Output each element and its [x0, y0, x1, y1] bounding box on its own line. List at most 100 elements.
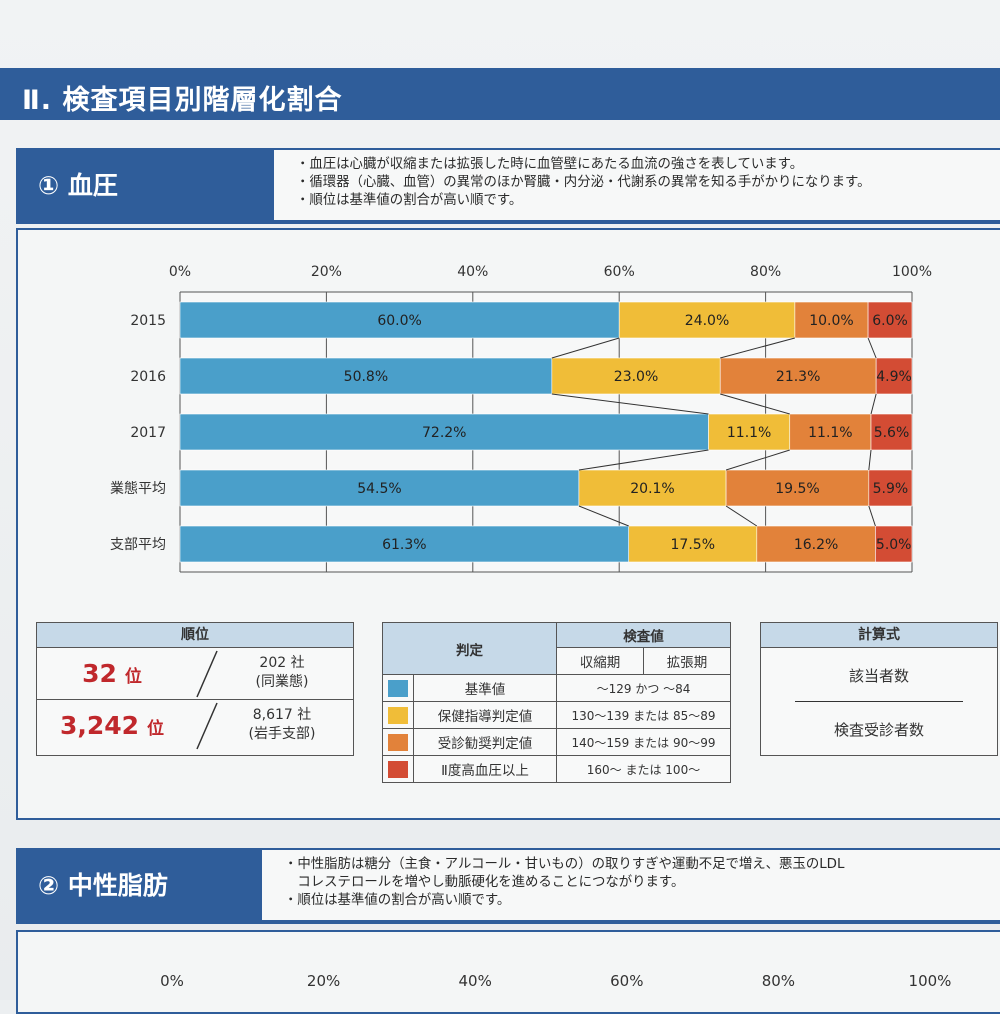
tg-note-1: ・中性脂肪は糖分（主食・アルコール・甘いもの）の取りすぎや運動不足で増え、悪玉の…	[284, 857, 845, 872]
x-tick-label: 60%	[604, 264, 635, 280]
y-category-label: 業態平均	[110, 481, 166, 497]
judge-label: 基準値	[413, 674, 557, 702]
section-title: Ⅱ. 検査項目別階層化割合	[22, 85, 343, 116]
formula-denominator: 検査受診者数	[833, 721, 924, 739]
connector-line	[868, 505, 876, 527]
x-tick-label: 0%	[160, 972, 184, 990]
data-label: 6.0%	[872, 313, 908, 329]
judge-row-referral: 受診勧奨判定値 140～159 または 90～99	[382, 728, 731, 756]
rank-row-branch: 3,242 位 8,617 社 (岩手支部)	[37, 701, 353, 751]
y-category-label: 2017	[130, 425, 166, 441]
data-label: 17.5%	[671, 537, 715, 553]
judge-value: 140～159 または 90～99	[556, 728, 731, 756]
bar-segment	[179, 413, 709, 451]
tg-note-2: コレステロールを増やし動脈硬化を進めることにつながります。	[284, 875, 685, 890]
bar-segment	[868, 469, 913, 507]
data-label: 4.9%	[876, 369, 912, 385]
y-category-label: 2016	[130, 369, 166, 385]
x-tick-label: 0%	[169, 264, 191, 280]
legend-swatch-referral	[388, 733, 408, 751]
connector-line	[578, 449, 709, 471]
judge-value: 130～139 または 85～89	[556, 701, 731, 729]
x-tick-label: 80%	[750, 264, 781, 280]
legend-swatch-grade2	[388, 760, 408, 778]
judge-value: ～129 かつ ～84	[556, 674, 731, 702]
tg-chart-axis: 0% 20% 40% 60% 80% 100%	[160, 972, 952, 990]
bar-segment	[875, 357, 913, 395]
rank-branch-value: 3,242 位	[59, 711, 165, 740]
data-label: 5.9%	[873, 481, 909, 497]
systolic-header: 収縮期	[556, 647, 644, 675]
tg-notes: ・中性脂肪は糖分（主食・アルコール・甘いもの）の取りすぎや運動不足で増え、悪玉の…	[262, 850, 1000, 920]
bp-stacked-bar-chart: 0% 20% 40% 60% 80% 100% 2015 60.0% 24.0% 10.0% 6.0…	[110, 264, 932, 573]
bp-note-2: ・循環器（心臓、血管）の異常のほか腎臓・内分泌・代謝系の異常を知る手がかりになり…	[296, 175, 871, 190]
x-tick-label: 100%	[909, 972, 952, 990]
formula-fraction-line	[795, 701, 963, 702]
data-label: 21.3%	[776, 369, 820, 385]
bar-segment	[179, 301, 620, 339]
bar-segment	[551, 357, 721, 395]
bar-segment	[725, 469, 870, 507]
x-tick-label: 20%	[311, 264, 342, 280]
rank-industry-value: 32 位	[82, 659, 142, 688]
data-label: 24.0%	[685, 313, 729, 329]
judge-label: Ⅱ度高血圧以上	[413, 755, 557, 783]
data-label: 61.3%	[382, 537, 426, 553]
bp-notes: ・血圧は心臓が収縮または拡張した時に血管壁にあたる血流の強さを表しています。 ・…	[274, 150, 1000, 220]
connector-line	[578, 505, 629, 527]
bar-segment	[179, 469, 580, 507]
bar-segment	[179, 357, 553, 395]
bar-segment	[618, 301, 796, 339]
judge-label: 保健指導判定値	[413, 701, 557, 729]
data-label: 23.0%	[614, 369, 658, 385]
bar-segment	[719, 357, 877, 395]
connector-line	[720, 337, 796, 359]
bp-heading-box: ① 血圧	[16, 148, 274, 224]
judge-row-guidance: 保健指導判定値 130～139 または 85～89	[382, 701, 731, 729]
connector-line	[551, 337, 620, 359]
connector-line	[867, 337, 877, 359]
tg-note-3: ・順位は基準値の割合が高い順です。	[284, 893, 511, 908]
rank-divider	[196, 650, 218, 698]
legend-swatch-normal	[388, 679, 408, 697]
data-label: 54.5%	[357, 481, 401, 497]
judge-row-grade2: Ⅱ度高血圧以上 160～ または 100～	[382, 755, 731, 783]
tg-heading-box: ② 中性脂肪	[16, 848, 262, 924]
judge-row-normal: 基準値 ～129 かつ ～84	[382, 674, 731, 702]
y-category-label: 支部平均	[110, 537, 166, 553]
data-label: 19.5%	[775, 481, 819, 497]
data-label: 11.1%	[727, 425, 771, 441]
legend-swatch-guidance	[388, 706, 408, 724]
x-tick-label: 100%	[892, 264, 932, 280]
connector-line	[551, 393, 709, 415]
bar-segment	[756, 525, 876, 563]
rank-industry-total: 202 社 (同業態)	[255, 655, 309, 690]
bar-segment	[875, 525, 913, 563]
judge-col-header: 判定	[382, 622, 557, 675]
diastolic-header: 拡張期	[643, 647, 731, 675]
data-label: 11.1%	[808, 425, 852, 441]
judge-value: 160～ または 100～	[556, 755, 731, 783]
connector-line	[868, 449, 872, 471]
rank-divider	[196, 702, 218, 750]
value-col-header: 検査値	[556, 622, 731, 648]
bar-segment	[628, 525, 758, 563]
x-tick-label: 40%	[459, 972, 492, 990]
bar-segment	[867, 301, 913, 339]
x-tick-label: 60%	[610, 972, 643, 990]
tg-heading: ② 中性脂肪	[38, 871, 168, 900]
connector-line	[725, 505, 758, 527]
x-tick-label: 80%	[762, 972, 795, 990]
bar-segment	[179, 525, 630, 563]
judge-label: 受診勧奨判定値	[413, 728, 557, 756]
bar-segment	[794, 301, 869, 339]
formula-numerator: 該当者数	[848, 667, 909, 685]
rank-box: 順位 32 位 202 社 (同業態) 3,242 位 8,617 社 (岩手支部)	[36, 622, 354, 756]
bar-segment	[789, 413, 872, 451]
judgement-table: 判定 検査値 収縮期 拡張期 基準値 ～129 かつ ～84 保健指導判定値 1…	[382, 622, 731, 783]
data-label: 5.0%	[876, 537, 912, 553]
bar-segment	[870, 413, 913, 451]
section-title-bar: Ⅱ. 検査項目別階層化割合	[0, 68, 1000, 120]
x-tick-label: 40%	[457, 264, 488, 280]
data-label: 72.2%	[422, 425, 466, 441]
